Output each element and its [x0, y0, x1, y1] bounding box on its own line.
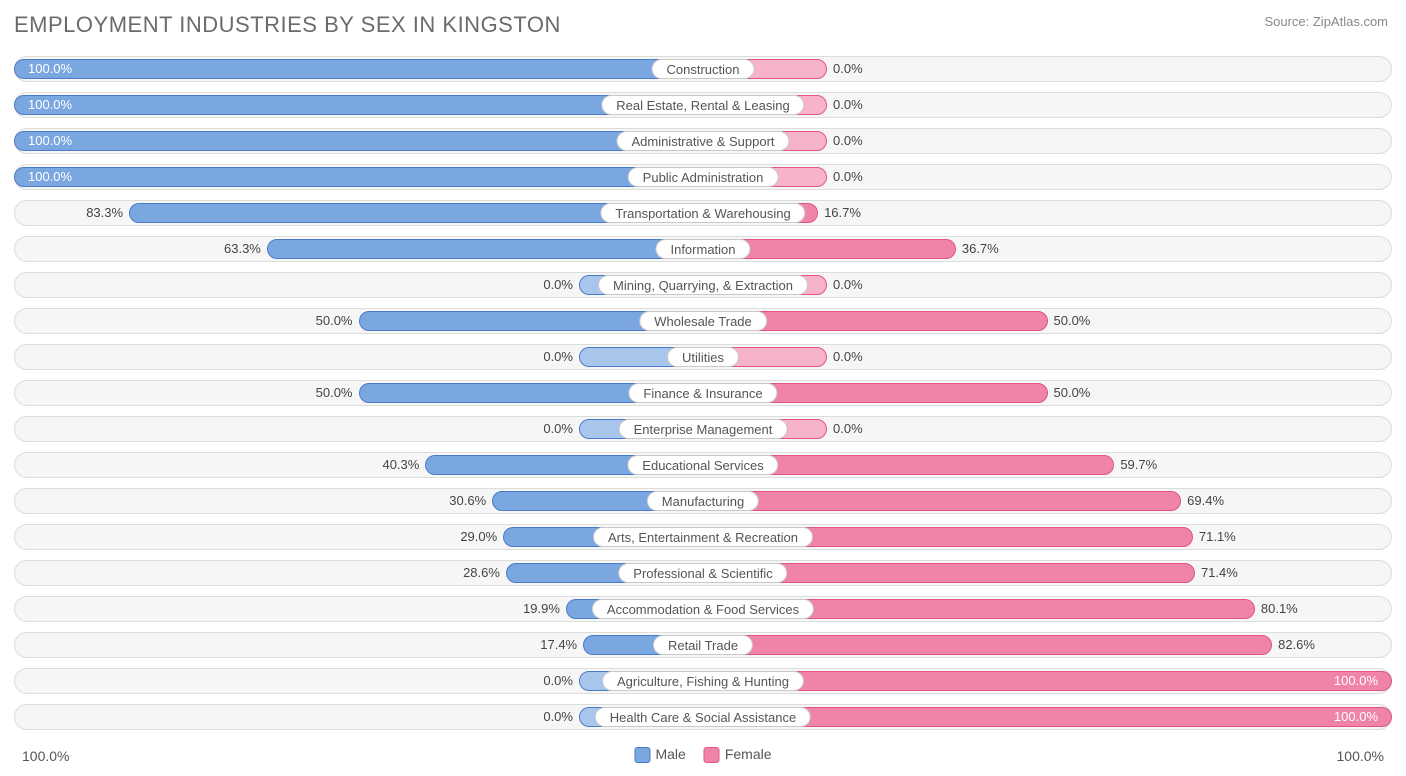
male-bar — [14, 131, 703, 151]
legend-label-male: Male — [655, 746, 685, 762]
category-label: Professional & Scientific — [618, 563, 787, 583]
chart-area: 100.0% 0.0% Construction 100.0% 0.0% Real Est… — [14, 52, 1392, 738]
category-label: Administrative & Support — [616, 131, 789, 151]
category-label: Construction — [652, 59, 755, 79]
female-pct-label: 0.0% — [833, 169, 863, 184]
male-pct-label: 0.0% — [543, 277, 573, 292]
source-attribution: Source: ZipAtlas.com — [1264, 14, 1388, 29]
female-pct-label: 0.0% — [833, 277, 863, 292]
chart-row: 83.3% 16.7% Transportation & Warehousing — [14, 196, 1392, 230]
chart-row: 100.0% 0.0% Construction — [14, 52, 1392, 86]
category-label: Mining, Quarrying, & Extraction — [598, 275, 808, 295]
female-pct-label: 80.1% — [1261, 601, 1298, 616]
female-pct-label: 36.7% — [962, 241, 999, 256]
chart-row: 50.0% 50.0% Wholesale Trade — [14, 304, 1392, 338]
female-pct-label: 0.0% — [833, 349, 863, 364]
male-pct-label: 19.9% — [523, 601, 560, 616]
female-bar — [703, 491, 1181, 511]
chart-row: 100.0% 0.0% Administrative & Support — [14, 124, 1392, 158]
male-pct-label: 63.3% — [224, 241, 261, 256]
male-pct-label: 17.4% — [540, 637, 577, 652]
chart-row: 50.0% 50.0% Finance & Insurance — [14, 376, 1392, 410]
category-label: Finance & Insurance — [628, 383, 777, 403]
chart-title: EMPLOYMENT INDUSTRIES BY SEX IN KINGSTON — [0, 0, 1406, 38]
chart-row: 0.0% 100.0% Health Care & Social Assistanc… — [14, 700, 1392, 734]
male-pct-label: 100.0% — [28, 97, 72, 112]
category-label: Manufacturing — [647, 491, 759, 511]
category-label: Health Care & Social Assistance — [595, 707, 811, 727]
male-bar — [14, 59, 703, 79]
category-label: Wholesale Trade — [639, 311, 767, 331]
male-swatch-icon — [634, 747, 650, 763]
legend-item-male: Male — [634, 746, 685, 763]
female-pct-label: 50.0% — [1054, 313, 1091, 328]
female-pct-label: 0.0% — [833, 61, 863, 76]
female-pct-label: 71.1% — [1199, 529, 1236, 544]
chart-row: 30.6% 69.4% Manufacturing — [14, 484, 1392, 518]
female-pct-label: 0.0% — [833, 133, 863, 148]
chart-row: 19.9% 80.1% Accommodation & Food Services — [14, 592, 1392, 626]
female-pct-label: 0.0% — [833, 421, 863, 436]
male-pct-label: 29.0% — [460, 529, 497, 544]
female-pct-label: 82.6% — [1278, 637, 1315, 652]
category-label: Public Administration — [628, 167, 779, 187]
female-pct-label: 0.0% — [833, 97, 863, 112]
male-pct-label: 100.0% — [28, 61, 72, 76]
chart-row: 0.0% 100.0% Agriculture, Fishing & Hunting — [14, 664, 1392, 698]
legend-label-female: Female — [725, 746, 772, 762]
female-pct-label: 71.4% — [1201, 565, 1238, 580]
male-bar — [267, 239, 703, 259]
chart-row: 40.3% 59.7% Educational Services — [14, 448, 1392, 482]
category-label: Transportation & Warehousing — [600, 203, 805, 223]
axis-label-right: 100.0% — [1337, 748, 1384, 764]
chart-row: 28.6% 71.4% Professional & Scientific — [14, 556, 1392, 590]
male-pct-label: 100.0% — [28, 169, 72, 184]
female-swatch-icon — [704, 747, 720, 763]
category-label: Real Estate, Rental & Leasing — [601, 95, 804, 115]
female-pct-label: 59.7% — [1120, 457, 1157, 472]
chart-row: 0.0% 0.0% Enterprise Management — [14, 412, 1392, 446]
male-pct-label: 0.0% — [543, 349, 573, 364]
category-label: Educational Services — [627, 455, 778, 475]
female-pct-label: 100.0% — [1334, 673, 1378, 688]
male-pct-label: 50.0% — [316, 313, 353, 328]
category-label: Accommodation & Food Services — [592, 599, 814, 619]
category-label: Utilities — [667, 347, 739, 367]
legend: 100.0% Male Female 100.0% — [0, 746, 1406, 770]
female-pct-label: 16.7% — [824, 205, 861, 220]
chart-row: 63.3% 36.7% Information — [14, 232, 1392, 266]
male-pct-label: 100.0% — [28, 133, 72, 148]
category-label: Information — [655, 239, 750, 259]
chart-row: 0.0% 0.0% Mining, Quarrying, & Extraction — [14, 268, 1392, 302]
chart-row: 100.0% 0.0% Public Administration — [14, 160, 1392, 194]
male-bar — [14, 167, 703, 187]
female-pct-label: 50.0% — [1054, 385, 1091, 400]
male-pct-label: 0.0% — [543, 673, 573, 688]
male-pct-label: 0.0% — [543, 709, 573, 724]
female-pct-label: 69.4% — [1187, 493, 1224, 508]
female-pct-label: 100.0% — [1334, 709, 1378, 724]
legend-item-female: Female — [704, 746, 772, 763]
female-bar — [703, 635, 1272, 655]
category-label: Retail Trade — [653, 635, 753, 655]
chart-row: 17.4% 82.6% Retail Trade — [14, 628, 1392, 662]
male-pct-label: 40.3% — [382, 457, 419, 472]
male-pct-label: 83.3% — [86, 205, 123, 220]
female-bar — [703, 671, 1392, 691]
category-label: Enterprise Management — [619, 419, 788, 439]
male-pct-label: 50.0% — [316, 385, 353, 400]
axis-label-left: 100.0% — [22, 748, 69, 764]
category-label: Agriculture, Fishing & Hunting — [602, 671, 804, 691]
chart-row: 0.0% 0.0% Utilities — [14, 340, 1392, 374]
chart-row: 100.0% 0.0% Real Estate, Rental & Leasing — [14, 88, 1392, 122]
male-pct-label: 30.6% — [449, 493, 486, 508]
male-pct-label: 28.6% — [463, 565, 500, 580]
male-pct-label: 0.0% — [543, 421, 573, 436]
chart-row: 29.0% 71.1% Arts, Entertainment & Recreati… — [14, 520, 1392, 554]
category-label: Arts, Entertainment & Recreation — [593, 527, 813, 547]
male-bar — [14, 95, 703, 115]
